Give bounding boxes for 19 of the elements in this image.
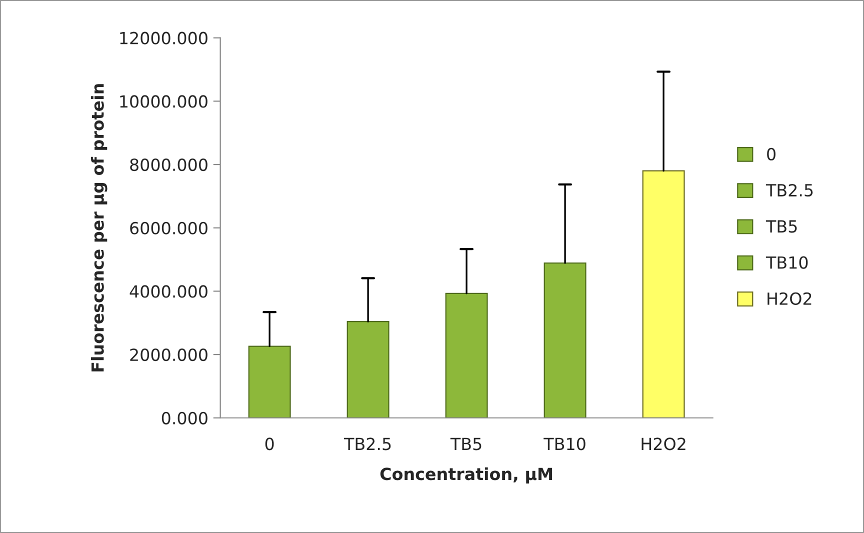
x-tick-label: H2O2	[642, 438, 686, 450]
y-tick-label: 6000.000	[130, 222, 208, 234]
y-tick-label: 2000.000	[130, 348, 208, 362]
legend-label: TB5	[766, 220, 797, 233]
y-tick-label: 4000.000	[130, 285, 208, 298]
x-tick-label: 0	[265, 438, 274, 450]
legend-label: TB10	[766, 256, 808, 269]
y-axis-title: Fluorescence per µg of protein	[91, 84, 108, 372]
y-tick-label: 12000.000	[120, 32, 208, 44]
x-tick-label: TB10	[544, 438, 586, 450]
y-tick-label: 0.000	[162, 412, 208, 424]
x-tick-label: TB2.5	[344, 438, 391, 450]
x-axis-title: Concentration, µM	[380, 467, 552, 484]
legend-label: TB2.5	[766, 184, 813, 197]
x-tick-label: TB5	[450, 438, 482, 450]
y-tick-label: 8000.000	[130, 158, 208, 172]
legend-label: H2O2	[768, 292, 812, 305]
legend-label: 0	[767, 148, 776, 160]
y-tick-label: 10000.000	[120, 95, 208, 108]
